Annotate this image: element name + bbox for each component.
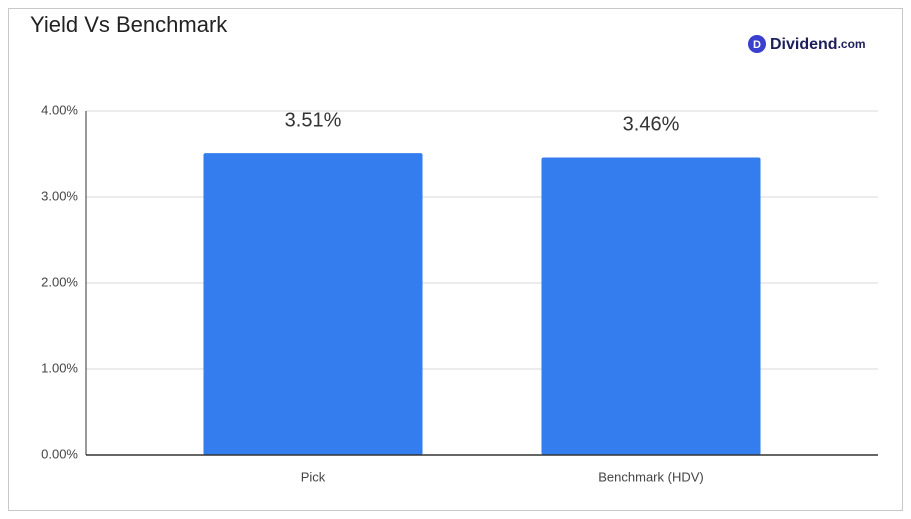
logo-text: Dividend.com: [770, 36, 866, 53]
bar: [203, 153, 423, 455]
logo-name: Dividend: [770, 36, 838, 53]
logo-icon: D: [753, 39, 761, 51]
chart-title: Yield Vs Benchmark: [30, 12, 228, 37]
y-tick-label: 2.00%: [41, 274, 78, 289]
y-tick-label: 0.00%: [41, 446, 78, 461]
chart-frame: [8, 8, 903, 511]
y-tick-label: 3.00%: [41, 188, 78, 203]
data-label: 3.46%: [623, 114, 680, 136]
logo-suffix: .com: [838, 37, 866, 51]
bar: [541, 157, 761, 455]
logo-badge: [748, 35, 766, 53]
y-tick-label: 1.00%: [41, 360, 78, 375]
y-tick-label: 4.00%: [41, 102, 78, 117]
x-tick-label: Pick: [301, 469, 326, 484]
x-tick-label: Benchmark (HDV): [598, 469, 703, 484]
data-label: 3.51%: [285, 109, 342, 131]
